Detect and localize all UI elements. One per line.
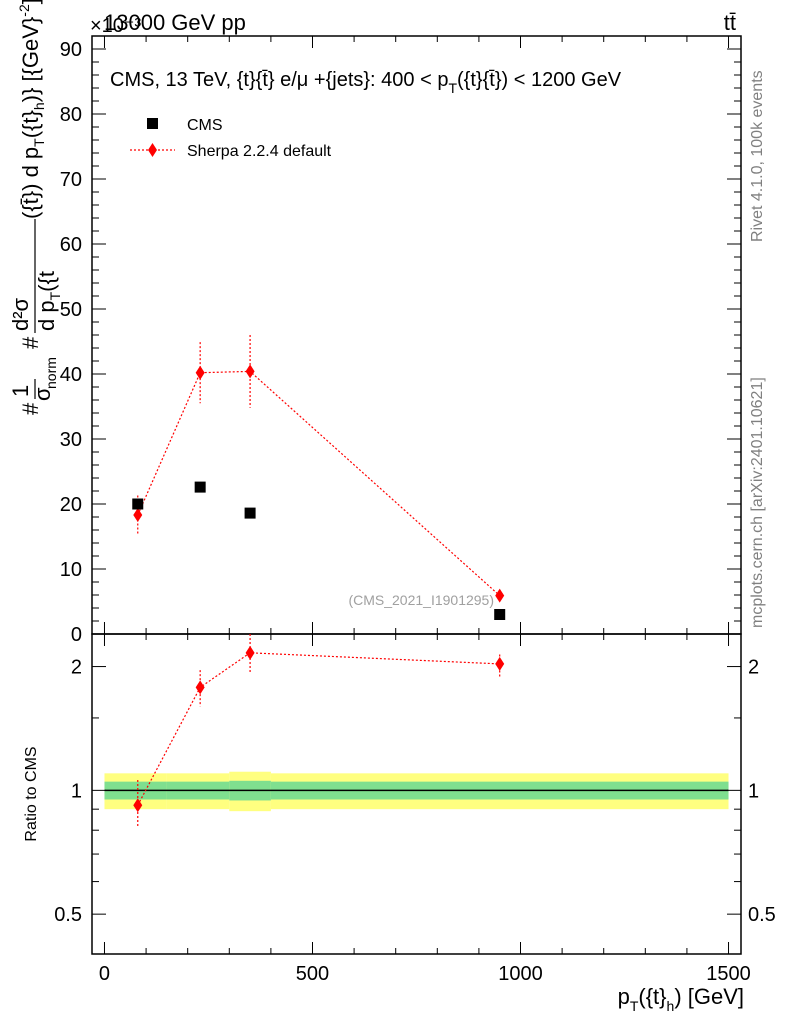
svg-text:1: 1 <box>8 385 33 397</box>
svg-text:d pT({t: d pT({t <box>34 271 63 331</box>
legend-sherpa-label: Sherpa 2.2.4 default <box>187 143 332 160</box>
sherpa-ratio-point-1 <box>195 680 205 695</box>
svg-text:({t̄}) d pT({t}h)} [{GeV}-2]: ({t̄}) d pT({t}h)} [{GeV}-2] <box>16 0 47 219</box>
y-tick-label: 20 <box>60 494 82 516</box>
x-axis-label: pT({t}h) [GeV] <box>618 984 744 1014</box>
y-tick-label: 60 <box>60 234 82 256</box>
process-label: tt̄ <box>724 10 736 35</box>
x-tick-label: 500 <box>296 963 329 985</box>
axis-scale-factor: ×10⁻³ <box>90 15 141 37</box>
x-tick-label: 1000 <box>498 963 543 985</box>
mcplots-label: mcplots.cern.ch [arXiv:2401.10621] <box>749 377 766 628</box>
svg-text:#: # <box>18 336 43 349</box>
main-y-axis-label: # 1 σ norm # d²σ d pT({t ({t̄}) d pT({t}… <box>8 0 63 415</box>
sherpa-main-point-3 <box>495 588 505 603</box>
ratio-tick-label-right: 0.5 <box>748 904 776 926</box>
sherpa-ratio-series <box>133 634 505 828</box>
sherpa-ratio-point-0 <box>133 798 143 813</box>
ratio-tick-label-left: 2 <box>71 657 82 679</box>
ratio-uncertainty-band <box>104 771 729 812</box>
y-tick-label: 0 <box>71 624 82 646</box>
y-tick-label: 10 <box>60 559 82 581</box>
y-tick-label: 70 <box>60 169 82 191</box>
cms-data-series <box>132 481 506 620</box>
svg-text:norm: norm <box>43 357 59 389</box>
sherpa-main-series <box>133 335 505 603</box>
x-tick-label: 0 <box>99 963 110 985</box>
sherpa-ratio-point-2 <box>245 645 255 660</box>
cms-point-0 <box>132 498 144 510</box>
ratio-tick-label-right: 1 <box>748 780 759 802</box>
svg-text:d²σ: d²σ <box>8 297 33 331</box>
beam-label: 13000 GeV pp <box>104 10 246 35</box>
y-tick-label: 80 <box>60 104 82 126</box>
analysis-id: (CMS_2021_I1901295) <box>348 592 494 608</box>
legend-cms-marker <box>147 118 158 129</box>
svg-text:σ: σ <box>30 387 55 401</box>
y-tick-label: 90 <box>60 39 82 61</box>
y-tick-label: 30 <box>60 429 82 451</box>
ratio-y-axis-label: Ratio to CMS <box>23 746 40 841</box>
ratio-tick-label-left: 0.5 <box>54 904 82 926</box>
x-tick-label: 1500 <box>706 963 751 985</box>
ratio-tick-label-right: 2 <box>748 657 759 679</box>
legend-cms-label: CMS <box>187 117 223 134</box>
cms-point-3 <box>494 609 506 620</box>
sherpa-ratio-point-3 <box>495 656 505 671</box>
rivet-label: Rivet 4.1.0, 100k events <box>749 70 766 242</box>
sherpa-main-point-2 <box>245 364 255 379</box>
sherpa-main-line <box>137 370 501 597</box>
ratio-panel-frame <box>91 633 742 955</box>
sherpa-main-point-1 <box>195 365 205 380</box>
ratio-tick-label-left: 1 <box>71 780 82 802</box>
axis-ticks: 0 500 1000 1500 0 10 20 30 40 50 60 70 80 90 0.5 0.5 1 1 2… <box>54 36 776 985</box>
cms-point-1 <box>194 481 206 493</box>
chart-title: CMS, 13 TeV, {t}{t̄} e/μ +{jets}: 400 < … <box>110 69 622 96</box>
svg-text:#: # <box>18 402 43 415</box>
legend-sherpa-marker <box>148 143 157 157</box>
sherpa-main-point-0 <box>133 508 143 523</box>
y-tick-label: 50 <box>60 299 82 321</box>
y-tick-label: 40 <box>60 364 82 386</box>
cms-point-2 <box>244 507 256 519</box>
